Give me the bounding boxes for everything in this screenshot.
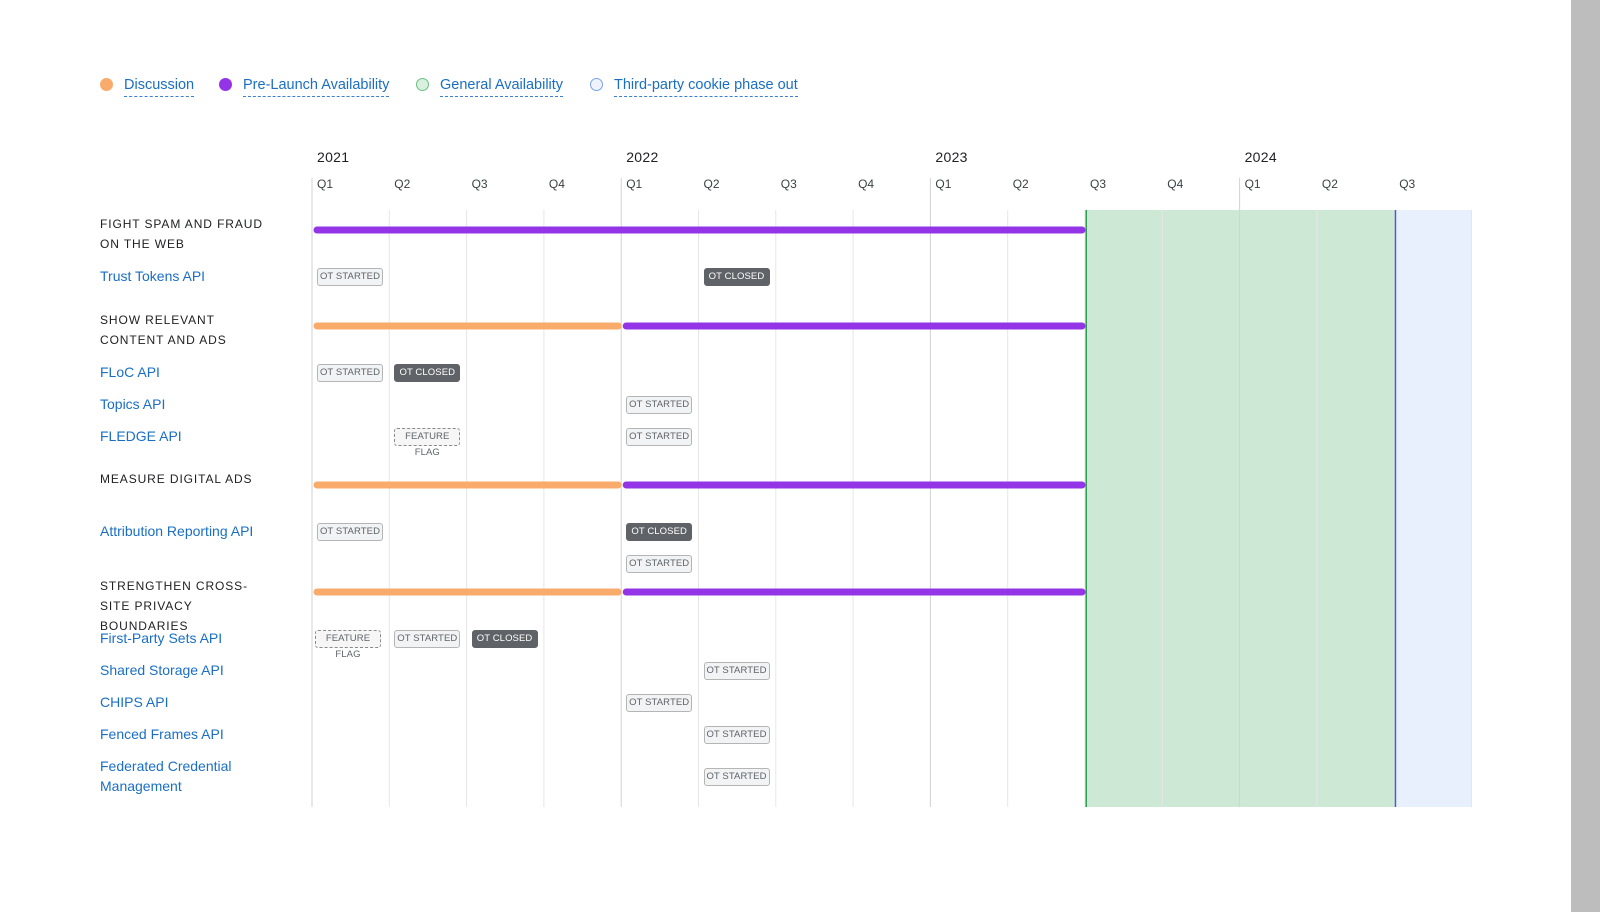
- quarter-tick-label: Q1: [626, 177, 643, 191]
- quarter-tick-label: Q2: [1321, 177, 1338, 191]
- milestone-badge-started: OT started: [703, 662, 770, 680]
- year-label: 2023: [935, 149, 968, 165]
- milestone-badge-flag: Feature flag: [394, 428, 461, 458]
- milestone-badge-closed: OT closed: [626, 523, 693, 541]
- api-link[interactable]: CHIPS API: [100, 694, 169, 710]
- legend-label-discussion: Discussion: [124, 76, 195, 97]
- legend-label-prelaunch: Pre-Launch Availability: [243, 76, 390, 97]
- quarter-tick-label: Q1: [317, 177, 334, 191]
- year-label: 2024: [1244, 149, 1277, 165]
- milestone-badge-started: OT started: [626, 396, 693, 414]
- group-title: Measure digital ads: [100, 472, 253, 486]
- milestone-badge-started: OT started: [703, 726, 770, 744]
- period-cookie: [1394, 210, 1472, 807]
- quarter-tick-label: Q3: [1090, 177, 1107, 191]
- milestone-badge-flag: Feature flag: [315, 630, 381, 660]
- milestone-badge-started: OT started: [317, 523, 383, 541]
- api-link[interactable]: Federated Credential Management: [100, 758, 232, 794]
- quarter-tick-label: Q2: [703, 177, 720, 191]
- quarter-tick-label: Q3: [780, 177, 797, 191]
- api-link[interactable]: FLEDGE API: [100, 428, 182, 444]
- milestone-badge-started: OT started: [626, 555, 693, 573]
- group-title: Strengthen cross-site privacy boundaries: [100, 579, 248, 633]
- milestone-badge-closed: OT closed: [471, 630, 538, 648]
- quarter-tick-label: Q1: [935, 177, 952, 191]
- api-link[interactable]: First-Party Sets API: [100, 630, 223, 646]
- api-link[interactable]: Attribution Reporting API: [100, 523, 254, 539]
- milestone-badge-started: OT started: [703, 768, 770, 786]
- legend-label-ga: General Availability: [440, 76, 564, 97]
- api-link[interactable]: Shared Storage API: [100, 662, 224, 678]
- group-title: Show relevant content and ads: [100, 313, 227, 347]
- quarter-tick-label: Q4: [548, 177, 565, 191]
- quarter-tick-label: Q2: [1012, 177, 1029, 191]
- legend-swatch-discussion: [100, 78, 113, 91]
- quarter-tick-label: Q3: [471, 177, 488, 191]
- milestone-badge-closed: OT closed: [394, 364, 461, 382]
- api-link[interactable]: FLoC API: [100, 364, 160, 380]
- milestone-badge-started: OT started: [317, 364, 383, 382]
- group-title: Fight spam and fraud on the web: [100, 217, 263, 251]
- quarter-tick-label: Q1: [1244, 177, 1261, 191]
- milestone-badge-closed: OT closed: [703, 268, 770, 286]
- year-label: 2022: [626, 149, 659, 165]
- quarter-tick-label: Q4: [1167, 177, 1184, 191]
- legend-swatch-prelaunch: [219, 78, 232, 91]
- quarter-tick-label: Q2: [394, 177, 411, 191]
- legend-label-cookie: Third-party cookie phase out: [614, 76, 798, 97]
- quarter-tick-label: Q3: [1399, 177, 1416, 191]
- legend-swatch-cookie: [590, 78, 603, 91]
- milestone-badge-started: OT started: [317, 268, 383, 286]
- year-label: 2021: [317, 149, 350, 165]
- scrollbar[interactable]: [1571, 0, 1600, 912]
- api-link[interactable]: Fenced Frames API: [100, 726, 224, 742]
- milestone-badge-started: OT started: [394, 630, 461, 648]
- legend-swatch-ga: [416, 78, 429, 91]
- milestone-badge-started: OT started: [626, 694, 693, 712]
- api-link[interactable]: Topics API: [100, 396, 166, 412]
- milestone-badge-started: OT started: [626, 428, 693, 446]
- quarter-tick-label: Q4: [858, 177, 875, 191]
- api-link[interactable]: Trust Tokens API: [100, 268, 206, 284]
